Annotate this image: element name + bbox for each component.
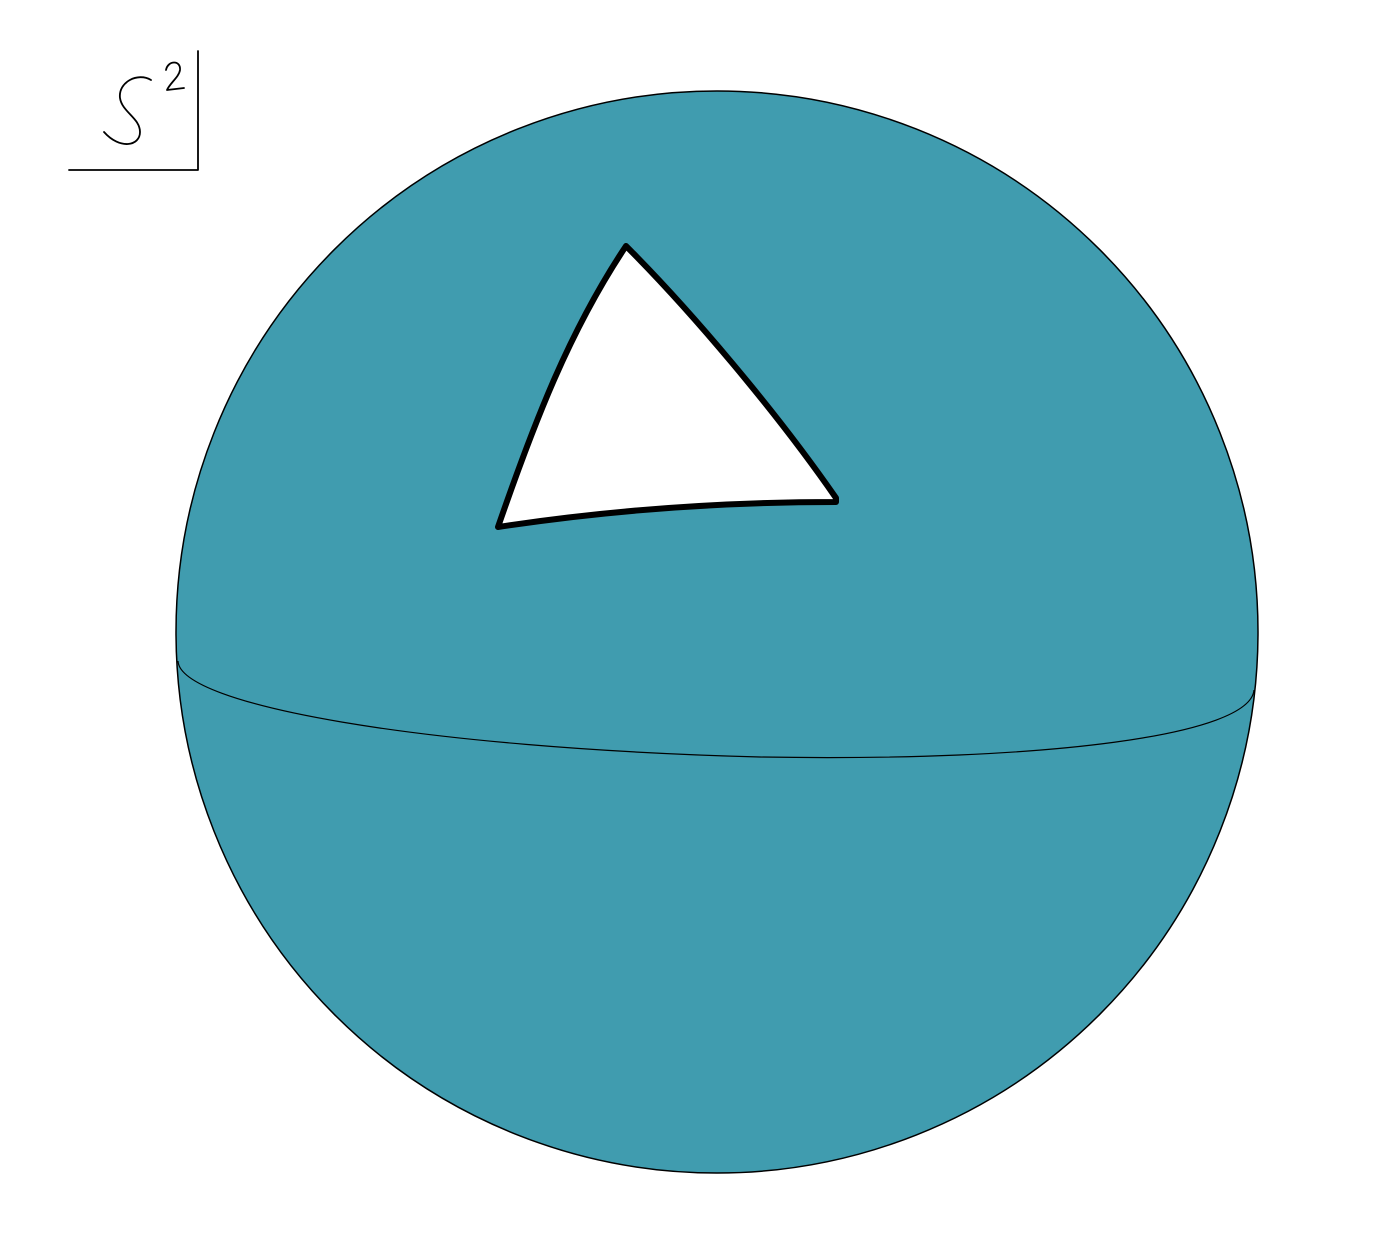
spherical-triangle — [495, 243, 839, 530]
label-letter-s — [103, 76, 152, 145]
equator-line — [177, 660, 1255, 759]
label-exponent-2 — [165, 61, 185, 91]
sphere — [175, 90, 1259, 1174]
sphere-label — [68, 50, 199, 171]
label-corner-bracket — [68, 50, 199, 171]
